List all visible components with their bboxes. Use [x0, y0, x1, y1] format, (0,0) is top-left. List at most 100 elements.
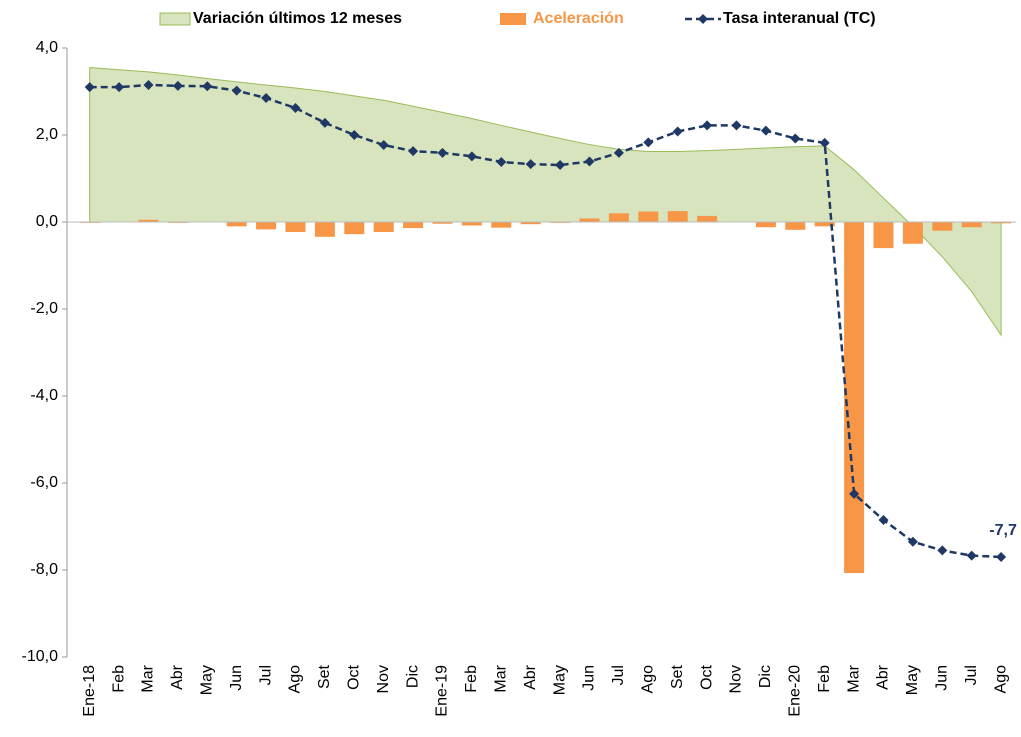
y-tick-label: -8,0	[30, 561, 58, 578]
marker	[261, 93, 272, 104]
marker	[643, 137, 654, 148]
x-tick-label: May	[199, 665, 216, 695]
marker	[819, 137, 830, 148]
bar	[256, 222, 277, 230]
x-tick-label: Feb	[110, 665, 127, 693]
x-tick-label: Dic	[404, 665, 421, 688]
bar	[344, 222, 365, 235]
marker	[172, 80, 183, 91]
bar	[403, 222, 424, 229]
bar	[814, 222, 835, 227]
legend-label: Tasa interanual (TC)	[723, 10, 876, 27]
bar	[961, 222, 982, 228]
line	[89, 83, 1002, 559]
legend-swatch	[698, 14, 708, 24]
x-tick-label: Oct	[346, 664, 363, 689]
x-tick-label: Jul	[610, 665, 627, 685]
marker	[555, 160, 566, 171]
y-tick-label: 2,0	[36, 126, 58, 143]
x-tick-label: Nov	[375, 665, 392, 693]
x-tick-label: May	[904, 665, 921, 695]
marker	[907, 536, 918, 547]
legend-swatch	[500, 13, 526, 25]
bar	[785, 222, 806, 230]
bar	[461, 222, 482, 226]
bar	[873, 222, 894, 249]
x-tick-label: Jul	[257, 665, 274, 685]
marker	[114, 82, 125, 93]
bar	[373, 222, 394, 233]
marker	[966, 550, 977, 561]
bar	[285, 222, 306, 233]
marker	[143, 79, 154, 90]
marker	[584, 156, 595, 167]
bar	[932, 222, 953, 231]
marker	[408, 146, 419, 157]
y-tick-label: -2,0	[30, 300, 58, 317]
marker	[613, 147, 624, 158]
x-tick-label: Jun	[581, 665, 598, 691]
x-tick-label: Ago	[992, 665, 1009, 694]
bar	[638, 211, 659, 222]
marker	[937, 545, 948, 556]
x-tick-label: Abr	[875, 664, 892, 690]
bar	[314, 222, 335, 237]
marker	[702, 120, 713, 131]
bar	[226, 222, 247, 227]
marker	[878, 514, 889, 525]
x-tick-label: Ene-19	[434, 665, 451, 717]
bar	[138, 219, 159, 222]
x-tick-label: Mar	[845, 664, 862, 692]
area	[89, 67, 1002, 337]
x-tick-label: Feb	[816, 665, 833, 693]
marker	[525, 159, 536, 170]
x-tick-label: Set	[669, 664, 686, 689]
legend-label: Variación últimos 12 meses	[193, 10, 402, 27]
bar	[902, 222, 923, 244]
marker	[466, 151, 477, 162]
bar	[432, 222, 453, 224]
marker	[996, 551, 1007, 562]
marker	[790, 133, 801, 144]
x-tick-label: Abr	[522, 664, 539, 690]
y-tick-label: -4,0	[30, 387, 58, 404]
bar	[579, 218, 600, 222]
x-tick-label: Ago	[287, 665, 304, 694]
marker	[437, 147, 448, 158]
x-tick-label: Oct	[698, 664, 715, 689]
marker	[290, 103, 301, 114]
x-tick-label: Mar	[140, 664, 157, 692]
marker	[84, 82, 95, 93]
marker	[672, 126, 683, 137]
marker	[731, 120, 742, 131]
bar	[697, 215, 718, 222]
bar	[520, 222, 541, 225]
legend-label: Aceleración	[533, 10, 624, 27]
x-tick-label: Ago	[640, 665, 657, 694]
x-tick-label: Ene-18	[81, 665, 98, 717]
y-tick-label: -10,0	[22, 648, 59, 665]
y-tick-label: 4,0	[36, 39, 58, 56]
y-tick-label: -6,0	[30, 474, 58, 491]
bar	[844, 222, 865, 574]
x-tick-label: Mar	[493, 664, 510, 692]
x-tick-label: Dic	[757, 665, 774, 688]
x-tick-label: Feb	[463, 665, 480, 693]
marker	[496, 156, 507, 167]
marker	[319, 117, 330, 128]
x-tick-label: May	[551, 665, 568, 695]
x-tick-label: Ene-20	[787, 665, 804, 717]
bar	[608, 213, 629, 222]
marker	[378, 140, 389, 151]
marker	[231, 85, 242, 96]
x-tick-label: Jun	[228, 665, 245, 691]
bar	[667, 211, 688, 222]
data-label: -7,7	[989, 522, 1017, 539]
x-tick-label: Jun	[934, 665, 951, 691]
x-tick-label: Jul	[963, 665, 980, 685]
x-tick-label: Abr	[169, 664, 186, 690]
marker	[760, 125, 771, 136]
y-tick-label: 0,0	[36, 213, 58, 230]
marker	[849, 488, 860, 499]
